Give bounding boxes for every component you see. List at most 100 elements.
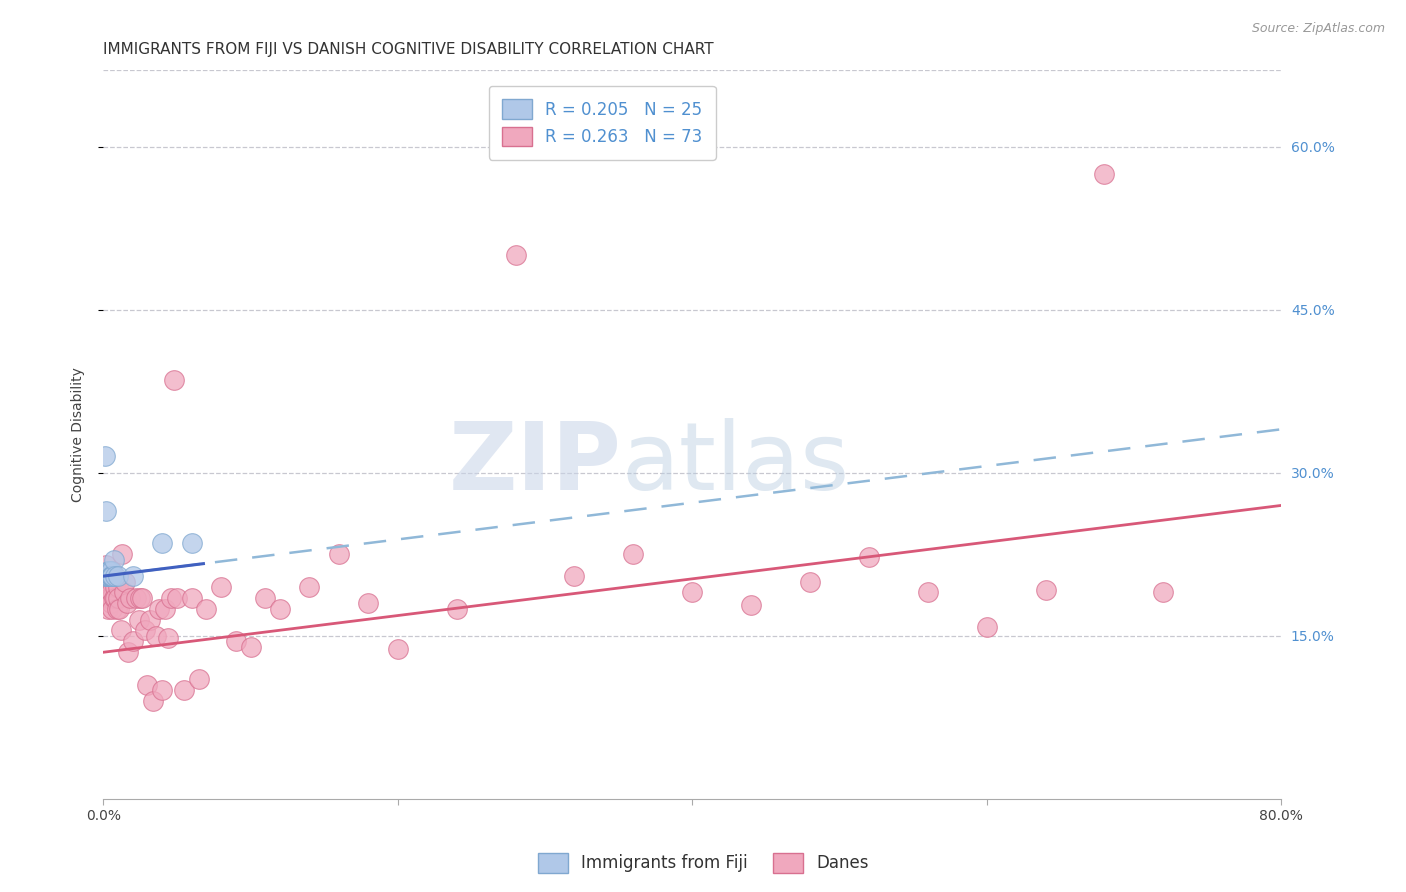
Point	[209, 580, 232, 594]
Point	[254, 591, 277, 605]
Point	[105, 601, 128, 615]
Point	[96, 591, 118, 605]
Point	[108, 601, 131, 615]
Point	[139, 613, 162, 627]
Point	[121, 634, 143, 648]
Point	[225, 634, 247, 648]
Point	[100, 569, 122, 583]
Point	[111, 547, 134, 561]
Point	[98, 569, 121, 583]
Point	[96, 569, 118, 583]
Point	[100, 596, 122, 610]
Point	[976, 620, 998, 634]
Point	[101, 569, 124, 583]
Point	[97, 569, 120, 583]
Text: ZIP: ZIP	[449, 417, 621, 510]
Point	[100, 569, 122, 583]
Point	[104, 591, 127, 605]
Point	[740, 599, 762, 613]
Point	[97, 564, 120, 578]
Point	[148, 601, 170, 615]
Point	[166, 591, 188, 605]
Point	[104, 580, 127, 594]
Point	[195, 601, 218, 615]
Point	[917, 585, 939, 599]
Point	[269, 601, 291, 615]
Point	[150, 683, 173, 698]
Point	[114, 574, 136, 589]
Point	[107, 569, 129, 583]
Legend: R = 0.205   N = 25, R = 0.263   N = 73: R = 0.205 N = 25, R = 0.263 N = 73	[488, 86, 716, 160]
Point	[96, 504, 118, 518]
Point	[96, 569, 118, 583]
Text: atlas: atlas	[621, 417, 849, 510]
Point	[100, 585, 122, 599]
Point	[188, 673, 211, 687]
Point	[101, 569, 124, 583]
Point	[180, 536, 202, 550]
Point	[100, 564, 122, 578]
Point	[681, 585, 703, 599]
Point	[357, 596, 380, 610]
Point	[1035, 583, 1057, 598]
Legend: Immigrants from Fiji, Danes: Immigrants from Fiji, Danes	[531, 847, 875, 880]
Point	[98, 569, 121, 583]
Point	[1152, 585, 1174, 599]
Point	[98, 591, 121, 605]
Point	[121, 569, 143, 583]
Point	[100, 569, 122, 583]
Point	[100, 574, 122, 589]
Point	[96, 574, 118, 589]
Point	[129, 591, 152, 605]
Point	[134, 624, 156, 638]
Text: IMMIGRANTS FROM FIJI VS DANISH COGNITIVE DISABILITY CORRELATION CHART: IMMIGRANTS FROM FIJI VS DANISH COGNITIVE…	[103, 42, 714, 57]
Point	[799, 574, 821, 589]
Point	[145, 629, 167, 643]
Text: Source: ZipAtlas.com: Source: ZipAtlas.com	[1251, 22, 1385, 36]
Point	[153, 601, 176, 615]
Point	[505, 248, 527, 262]
Point	[142, 694, 165, 708]
Point	[110, 624, 132, 638]
Point	[115, 596, 138, 610]
Point	[97, 601, 120, 615]
Point	[157, 631, 180, 645]
Point	[564, 569, 586, 583]
Point	[387, 642, 409, 657]
Point	[239, 640, 262, 654]
Point	[173, 683, 195, 698]
Point	[858, 549, 880, 564]
Point	[97, 569, 120, 583]
Point	[1094, 167, 1116, 181]
Point	[117, 645, 139, 659]
Point	[101, 564, 124, 578]
Y-axis label: Cognitive Disability: Cognitive Disability	[72, 368, 86, 502]
Point	[94, 450, 117, 464]
Point	[136, 678, 159, 692]
Point	[98, 580, 121, 594]
Point	[101, 569, 124, 583]
Point	[328, 547, 350, 561]
Point	[96, 558, 118, 573]
Point	[101, 601, 124, 615]
Point	[125, 591, 148, 605]
Point	[163, 373, 186, 387]
Point	[112, 585, 135, 599]
Point	[97, 569, 120, 583]
Point	[97, 580, 120, 594]
Point	[103, 569, 125, 583]
Point	[107, 580, 129, 594]
Point	[103, 591, 125, 605]
Point	[94, 569, 117, 583]
Point	[104, 569, 127, 583]
Point	[100, 591, 122, 605]
Point	[160, 591, 183, 605]
Point	[446, 601, 468, 615]
Point	[97, 569, 120, 583]
Point	[98, 564, 121, 578]
Point	[103, 553, 125, 567]
Point	[131, 591, 153, 605]
Point	[118, 591, 141, 605]
Point	[150, 536, 173, 550]
Point	[107, 591, 129, 605]
